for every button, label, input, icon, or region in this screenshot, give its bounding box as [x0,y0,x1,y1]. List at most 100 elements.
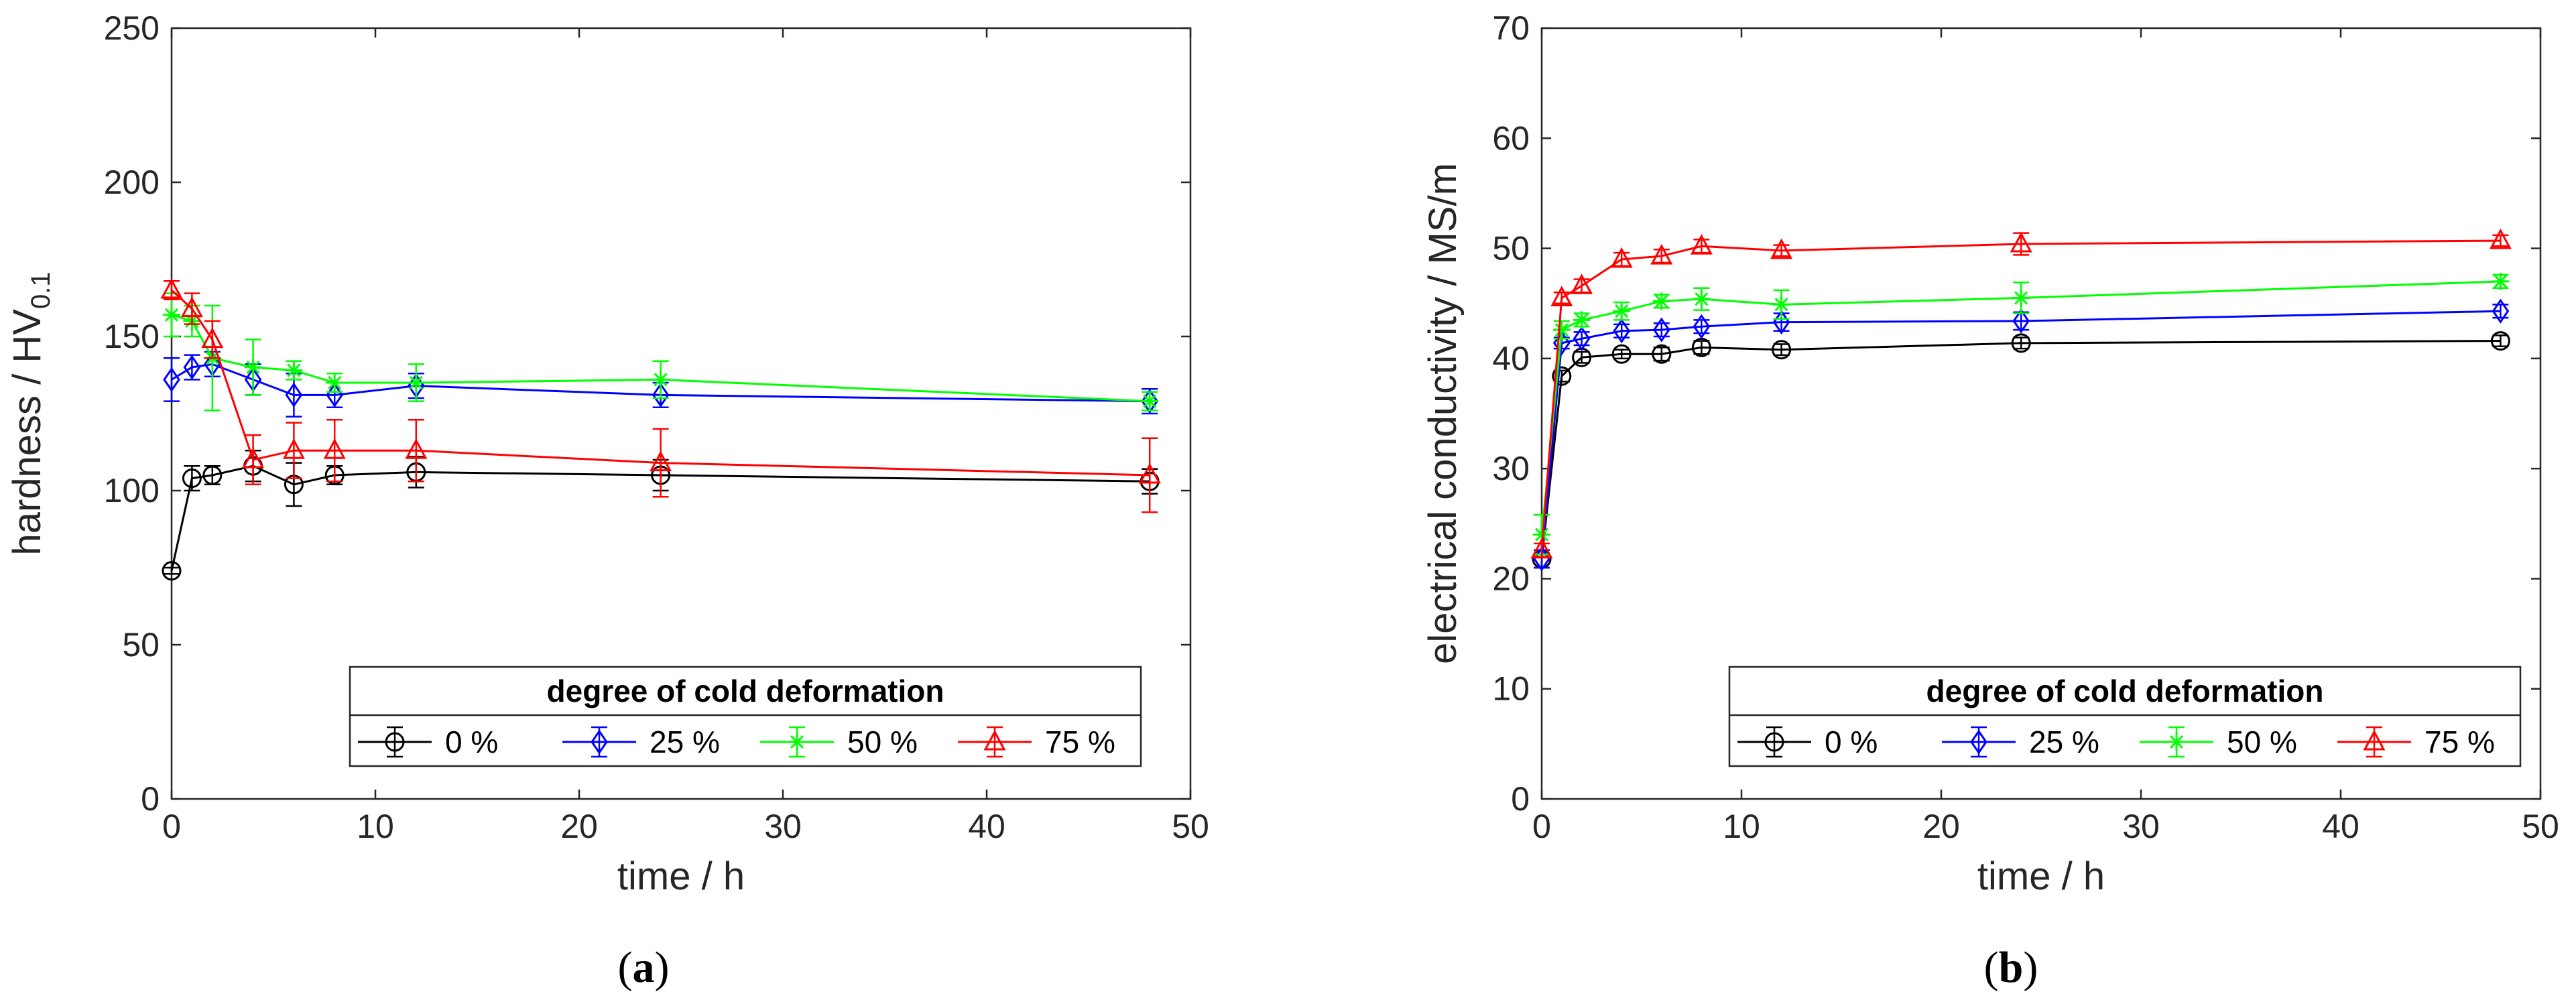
series-50-percent [163,292,1159,412]
data-point [1573,311,1591,329]
data-point [2010,231,2032,253]
x-tick-label: 10 [357,808,394,845]
data-point [202,465,223,485]
y-tick-label: 60 [1492,119,1530,157]
series-75-percent [1530,228,2512,559]
x-tick-label: 10 [1723,808,1760,845]
y-tick-label: 10 [1492,670,1530,708]
data-point [1611,344,1632,364]
legend-item: 75 % [958,725,1115,759]
data-point [2492,272,2510,290]
error-bar [1773,244,1790,257]
error-bar [2492,304,2509,319]
data-point [650,450,672,472]
error-bar [1613,323,1630,338]
error-bar [204,320,221,359]
data-point [2489,228,2512,249]
y-tick-label: 30 [1492,450,1530,487]
data-point [1610,247,1633,268]
x-tick-label: 30 [2122,808,2160,845]
error-bar [1573,351,1590,364]
data-point [285,361,303,379]
legend-marker [1970,729,1987,755]
data-point [1141,392,1159,410]
y-tick-label: 200 [104,164,160,201]
data-point [1533,525,1550,544]
data-point [163,367,180,393]
panel-a-caption: (a) [618,943,670,992]
data-point [182,468,202,489]
y-tick-label: 70 [1492,9,1530,47]
panel-b-y-axis-label-main: electrical conductivity / MS/m [1421,163,1465,664]
data-point [160,277,183,299]
data-point [1138,462,1161,484]
legend-box [349,666,1142,767]
legend-label: 0 % [445,725,498,759]
data-point [163,306,180,324]
panel-a-legend: degree of cold deformation 0 % 25 % 50 % 75 … [349,666,1142,767]
data-point [1552,321,1571,339]
x-tick-label: 40 [2322,808,2359,845]
data-point [1613,302,1631,320]
x-tick-label: 0 [1532,808,1551,845]
panel-a-y-axis-label-subscript: 0.1 [26,271,56,309]
panel-a-x-axis-label: time / h [617,855,745,898]
error-bar [408,418,424,483]
error-bar [1693,319,1710,334]
legend-title: degree of cold deformation [1926,674,2324,708]
data-point [2490,331,2510,351]
error-bar [1142,437,1158,513]
data-point [323,438,346,459]
legend-label: 75 % [1045,725,1115,759]
error-bar [1653,322,1670,338]
data-point [405,438,428,459]
legend-label: 25 % [2029,725,2099,759]
legend-item: 25 % [562,725,720,759]
data-point [1650,243,1673,265]
x-tick-label: 30 [764,808,802,845]
data-point [1772,340,1792,360]
legend-item: 0 % [1737,725,1878,759]
data-point [1772,296,1790,314]
x-tick-label: 20 [560,808,598,845]
legend-label: 75 % [2425,725,2495,759]
legend-marker [2363,729,2386,751]
data-point [2012,308,2030,334]
panel-a-y-axis-label-main: hardness / HV [5,309,49,556]
data-point [162,561,182,581]
data-point [1550,286,1573,306]
panel-a-caption-letter: a [633,943,655,992]
legend-marker [591,729,608,755]
data-point [183,355,201,380]
data-point [2012,289,2030,307]
legend-label: 50 % [847,725,918,759]
legend-label: 50 % [2227,725,2297,759]
data-point [2492,298,2510,324]
legend-item: 50 % [760,725,918,759]
data-point [1693,314,1711,339]
panel-b-caption-letter: b [1999,943,2024,992]
data-point [282,438,305,459]
y-tick-label: 0 [1511,780,1530,818]
data-point [652,382,670,408]
error-bar [1553,292,1570,304]
panel-a-y-axis-label: hardness / HV0.1 [5,271,56,555]
data-point [1690,234,1713,255]
data-point [2011,333,2031,353]
legend-marker [983,729,1006,751]
x-tick-label: 50 [2522,808,2559,845]
data-point [1571,273,1593,294]
legend-item: 50 % [2140,725,2297,759]
panel-b-caption: (b) [1984,943,2038,992]
error-bar [2492,234,2509,247]
legend-marker [2168,733,2185,751]
error-bar [2013,336,2030,350]
data-point [242,447,265,468]
legend-title: degree of cold deformation [547,674,944,708]
data-point [326,374,344,391]
legend-label: 25 % [650,725,720,759]
panel-b-x-axis-label: time / h [1977,855,2105,898]
legend-item: 75 % [2337,725,2495,759]
y-tick-label: 50 [1492,230,1530,267]
legend-item: 25 % [1942,725,2099,759]
